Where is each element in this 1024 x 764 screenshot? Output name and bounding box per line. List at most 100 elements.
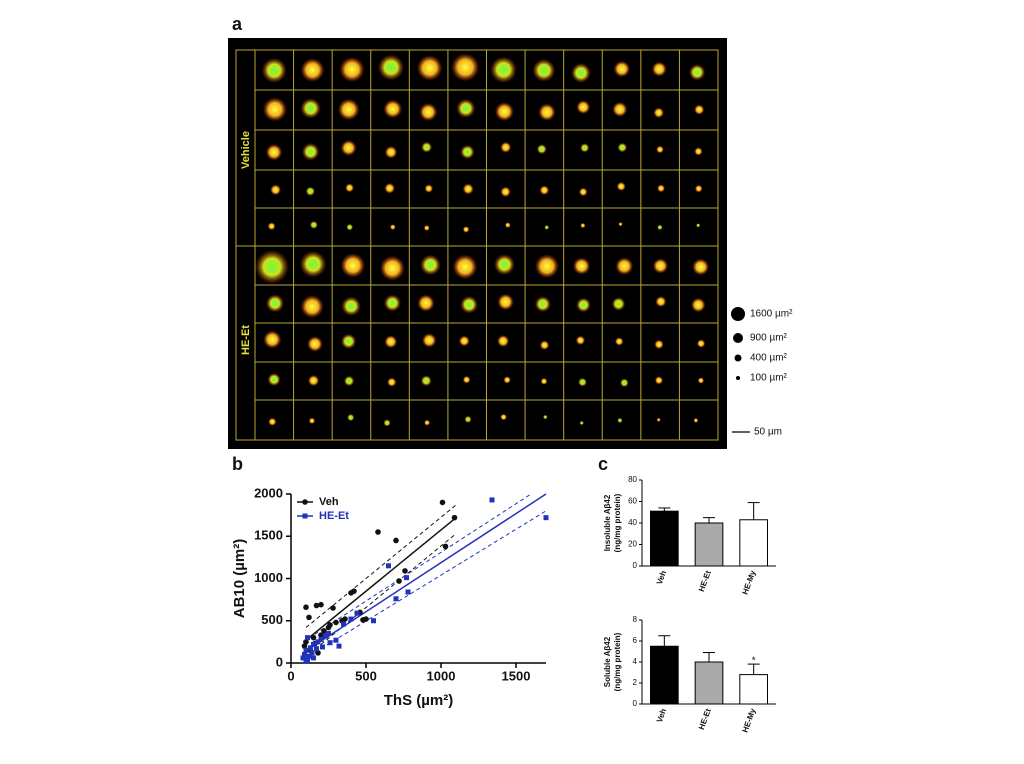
x-tick-label: Veh xyxy=(655,707,668,724)
bar xyxy=(694,522,724,567)
x-tick-label: HE-Et xyxy=(697,569,713,593)
plaque-image xyxy=(500,141,512,153)
plaque-image xyxy=(693,417,699,423)
plaque-image xyxy=(421,333,437,348)
size-legend-label: 100 µm² xyxy=(750,373,788,384)
plaque-image xyxy=(300,294,324,319)
plaque-image xyxy=(267,372,281,387)
plaque-image xyxy=(576,100,591,115)
plaque-image xyxy=(617,142,628,153)
plaque-image xyxy=(657,224,663,231)
plaque-image xyxy=(267,222,276,231)
data-point xyxy=(323,633,328,639)
x-tick-label: 1000 xyxy=(427,668,456,683)
plaque-image xyxy=(421,141,433,153)
plaque-image xyxy=(578,187,588,197)
data-point xyxy=(342,616,348,622)
data-point xyxy=(310,634,317,641)
y-tick-label: 6 xyxy=(633,636,638,645)
plaque-image xyxy=(261,57,287,84)
y-axis-label: (ng/mg protein) xyxy=(613,493,622,552)
y-tick-label: 4 xyxy=(633,657,638,666)
plaque-image xyxy=(697,377,705,384)
y-tick-label: 0 xyxy=(633,561,638,570)
legend-marker xyxy=(302,499,308,505)
plaque-image xyxy=(383,294,402,312)
data-point xyxy=(386,563,391,569)
plaque-image xyxy=(656,417,661,422)
bar xyxy=(649,510,679,567)
plaque-image xyxy=(419,102,438,122)
y-tick-label: 1500 xyxy=(254,528,283,543)
confidence-band xyxy=(305,504,457,628)
plaque-image xyxy=(572,257,591,275)
plaque-image xyxy=(500,186,511,198)
plaque-image xyxy=(500,413,507,421)
data-point xyxy=(442,543,449,550)
data-point xyxy=(308,645,313,651)
size-legend-marker xyxy=(731,307,745,321)
data-point xyxy=(348,590,354,596)
plaque-image xyxy=(579,420,584,426)
plaque-image xyxy=(576,297,591,313)
plaque-image xyxy=(539,340,550,350)
plaque-image xyxy=(503,376,511,384)
panel-label: a xyxy=(232,14,243,34)
size-legend-marker xyxy=(734,354,742,362)
size-legend-marker xyxy=(736,376,740,380)
plaque-image xyxy=(309,220,318,230)
data-point xyxy=(321,628,327,634)
plaque-image xyxy=(571,62,591,83)
plaque-image xyxy=(657,184,665,193)
y-axis-label: AB10 (µm²) xyxy=(231,539,248,618)
plaque-image xyxy=(377,54,405,81)
data-point xyxy=(405,589,411,595)
plaque-image xyxy=(696,339,706,348)
plaque-image xyxy=(383,99,403,119)
plaque-image xyxy=(339,56,365,83)
x-tick-label: 500 xyxy=(355,668,377,683)
x-tick-label: HE-My xyxy=(741,707,758,734)
plaque-image xyxy=(384,335,398,349)
plaque-image xyxy=(654,339,664,350)
plaque-image xyxy=(384,182,396,194)
plaque-image xyxy=(544,225,550,230)
data-point xyxy=(489,497,495,503)
scale-bar-label: 50 µm xyxy=(754,427,782,438)
data-point xyxy=(354,610,360,616)
plaque-image xyxy=(265,143,283,161)
data-point xyxy=(393,537,399,544)
data-point xyxy=(306,653,312,659)
bar xyxy=(739,674,769,705)
y-tick-label: 500 xyxy=(261,612,283,627)
y-tick-label: 20 xyxy=(628,540,637,549)
x-tick-label: HE-Et xyxy=(697,707,713,731)
y-tick-label: 2000 xyxy=(254,485,283,500)
plaque-image xyxy=(458,335,470,347)
image-grid xyxy=(235,49,719,441)
size-legend-label: 900 µm² xyxy=(750,333,788,344)
size-legend-label: 1600 µm² xyxy=(750,309,793,320)
plaque-image xyxy=(613,60,631,78)
plaque-image xyxy=(497,334,510,348)
plaque-image xyxy=(270,184,282,196)
plaque-image xyxy=(341,296,362,317)
y-axis-label: Insoluble Aβ42 xyxy=(603,494,612,551)
data-point xyxy=(303,604,309,611)
plaque-image xyxy=(268,417,277,426)
bar xyxy=(739,519,769,567)
plaque-image xyxy=(263,330,282,349)
data-point xyxy=(313,602,320,609)
y-axis-label: (ng/mg protein) xyxy=(613,632,622,691)
plaque-image xyxy=(301,142,320,161)
bar xyxy=(649,645,679,705)
plaque-image xyxy=(307,336,323,352)
confidence-band xyxy=(302,510,547,661)
panel-label: c xyxy=(598,454,608,474)
data-point xyxy=(311,655,316,661)
data-point xyxy=(348,616,354,622)
plaque-image xyxy=(462,183,474,195)
plaque-image xyxy=(619,378,629,388)
plaque-image xyxy=(655,296,667,308)
data-point xyxy=(302,652,307,658)
